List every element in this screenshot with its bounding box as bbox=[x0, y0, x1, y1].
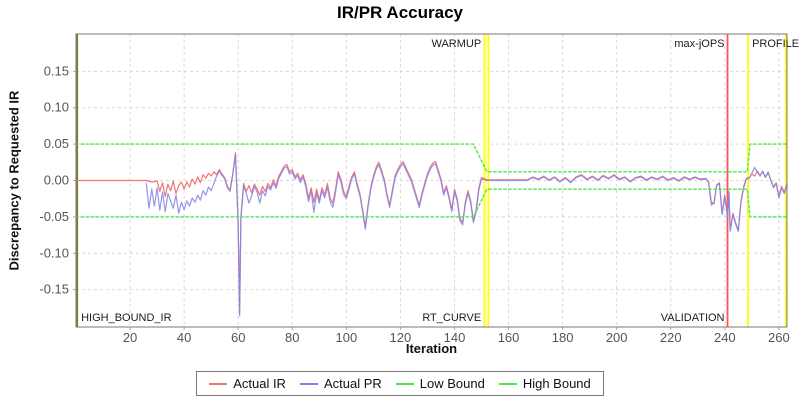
marker-label-bottom-max-jops: VALIDATION bbox=[661, 312, 725, 324]
marker-label-bottom-warmup-end: RT_CURVE bbox=[422, 312, 481, 324]
x-tick-label: 20 bbox=[123, 330, 137, 345]
series-high-bound bbox=[75, 143, 788, 173]
x-tick-label: 220 bbox=[660, 330, 682, 345]
marker-label-top-profile-start: PROFILE bbox=[752, 38, 799, 50]
legend-swatch-icon bbox=[299, 382, 318, 385]
y-tick-label: 0.15 bbox=[44, 63, 69, 78]
series-low-bound bbox=[75, 188, 788, 218]
x-axis-title: Iteration bbox=[405, 341, 458, 356]
x-tick-label: 140 bbox=[444, 330, 466, 345]
legend-item-actual-ir: Actual IR bbox=[209, 376, 286, 391]
legend-swatch-icon bbox=[395, 382, 414, 385]
legend-swatch-icon bbox=[498, 382, 517, 385]
y-axis-title: Discrepancy to Requested IR bbox=[6, 90, 22, 271]
series-actual-pr bbox=[145, 154, 788, 317]
y-tick-label: -0.10 bbox=[39, 245, 69, 260]
x-tick-label: 180 bbox=[552, 330, 574, 345]
legend-box: Actual IR Actual PR Low Bound High Bound bbox=[196, 371, 604, 396]
series-actual-ir bbox=[75, 152, 788, 314]
x-tick-label: 240 bbox=[714, 330, 736, 345]
plot-border bbox=[75, 33, 788, 328]
x-tick-label: 120 bbox=[390, 330, 412, 345]
legend-item-low-bound: Low Bound bbox=[395, 376, 485, 391]
x-tick-label: 160 bbox=[498, 330, 520, 345]
legend-item-actual-pr: Actual PR bbox=[299, 376, 382, 391]
legend-label: Actual IR bbox=[233, 376, 286, 391]
x-tick-label: 200 bbox=[606, 330, 628, 345]
x-tick-label: 80 bbox=[285, 330, 299, 345]
chart-title: IR/PR Accuracy bbox=[337, 3, 463, 22]
marker-label-bottom-high-bound-ir: HIGH_BOUND_IR bbox=[81, 312, 172, 324]
y-tick-label: -0.15 bbox=[39, 282, 69, 297]
legend: Actual IR Actual PR Low Bound High Bound bbox=[0, 371, 800, 396]
y-tick-label: 0.00 bbox=[44, 173, 69, 188]
x-tick-label: 60 bbox=[231, 330, 245, 345]
marker-label-top-max-jops: max-jOPS bbox=[674, 38, 724, 50]
x-tick-label: 100 bbox=[335, 330, 357, 345]
legend-swatch-icon bbox=[209, 382, 228, 385]
x-tick-label: 40 bbox=[177, 330, 191, 345]
y-tick-label: -0.05 bbox=[39, 209, 69, 224]
marker-label-top-warmup-end: WARMUP bbox=[432, 38, 482, 50]
y-tick-label: 0.05 bbox=[44, 136, 69, 151]
legend-label: Low Bound bbox=[419, 376, 485, 391]
legend-label: Actual PR bbox=[323, 376, 382, 391]
legend-item-high-bound: High Bound bbox=[498, 376, 591, 391]
legend-label: High Bound bbox=[522, 376, 591, 391]
x-tick-label: 260 bbox=[768, 330, 790, 345]
y-tick-label: 0.10 bbox=[44, 100, 69, 115]
